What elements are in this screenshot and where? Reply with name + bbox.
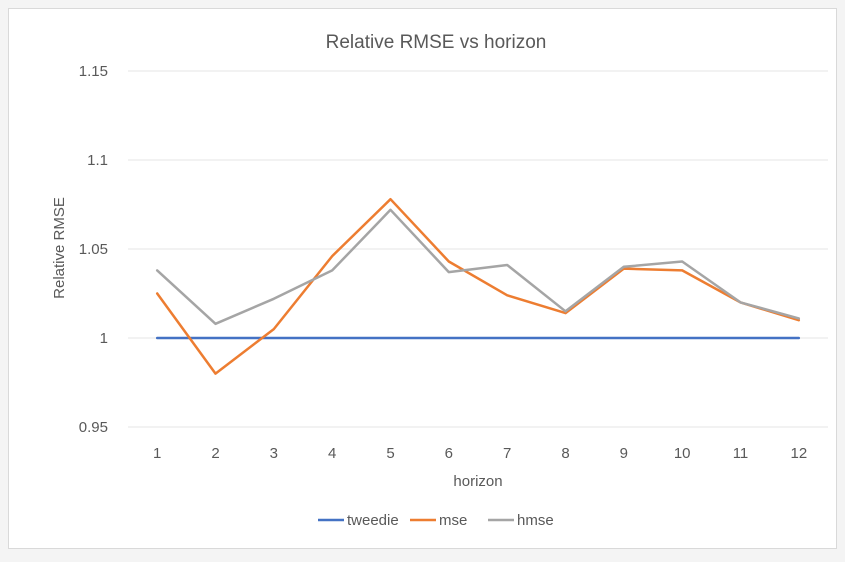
series-layer [155,197,801,375]
x-tick-label: 7 [503,445,511,462]
y-tick-label: 0.95 [79,419,108,436]
series-line-mse [155,197,801,375]
y-tick-label: 1.1 [87,152,108,169]
x-tick-label: 3 [270,445,278,462]
x-tick-label: 5 [386,445,394,462]
legend-item-tweedie: tweedie [318,512,399,529]
x-tick-label: 2 [211,445,219,462]
x-tick-label: 10 [674,445,691,462]
y-tick-labels: 0.95 1 1.05 1.1 1.15 [79,63,108,436]
grid-layer [128,70,828,428]
y-tick-label: 1.15 [79,63,108,80]
x-tick-label: 9 [620,445,628,462]
x-tick-label: 11 [733,445,749,462]
legend-item-hmse: hmse [488,512,554,529]
x-tick-label: 12 [790,445,807,462]
x-axis-label: horizon [453,473,502,490]
x-tick-label: 1 [153,445,161,462]
x-tick-labels: 1 2 3 4 5 6 7 8 9 10 11 12 [153,445,807,462]
legend: tweedie mse hmse [318,512,554,529]
y-tick-label: 1.05 [79,241,108,258]
legend-label: hmse [517,512,554,529]
chart-title: Relative RMSE vs horizon [326,32,547,53]
y-axis-label: Relative RMSE [51,197,68,299]
y-tick-label: 1 [100,330,108,347]
x-tick-label: 8 [561,445,569,462]
legend-label: mse [439,512,467,529]
legend-item-mse: mse [410,512,467,529]
legend-label: tweedie [347,512,399,529]
series-line-hmse [155,208,801,326]
x-tick-label: 6 [445,445,453,462]
x-tick-label: 4 [328,445,336,462]
